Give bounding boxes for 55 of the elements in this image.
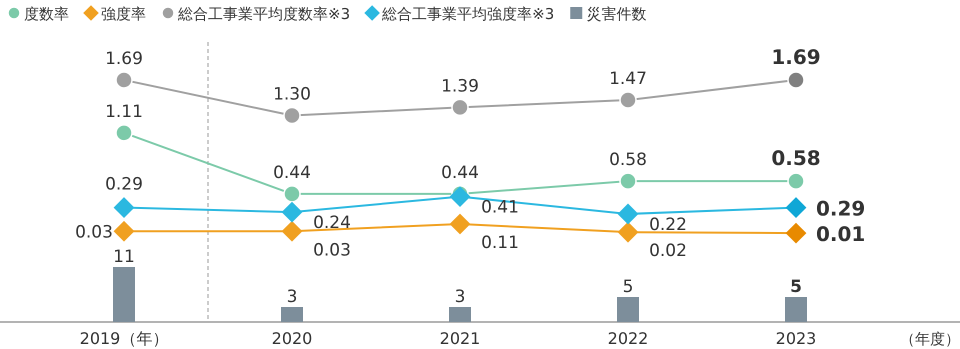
data-label: 3 (454, 287, 466, 307)
point (787, 71, 805, 89)
point (450, 186, 470, 208)
data-label: 1.30 (273, 84, 311, 105)
data-label: 11 (113, 247, 135, 267)
point (786, 222, 806, 244)
data-label: 0.22 (649, 214, 687, 235)
data-label: 0.44 (441, 162, 479, 183)
x-tick-label: 2022 (608, 329, 648, 348)
point (114, 197, 134, 218)
legend-label: 災害件数 (586, 5, 646, 23)
point (115, 71, 133, 89)
data-label: 1.11 (105, 102, 143, 122)
data-label: 0.41 (481, 198, 519, 218)
data-label: 0.44 (273, 162, 311, 183)
data-label: 0.58 (771, 146, 821, 170)
data-label: 0.29 (105, 174, 143, 195)
legend-label: 総合工事業平均強度率※3 (381, 5, 554, 23)
data-label: 5 (790, 277, 802, 297)
x-axis-title: （年度） (900, 330, 960, 348)
legend-label: 総合工事業平均度数率※3 (177, 5, 350, 23)
data-label: 0.02 (649, 241, 687, 262)
data-label: 0.29 (816, 196, 866, 221)
point (115, 124, 133, 142)
x-tick-label: 2019（年） (80, 329, 168, 348)
legend-label: 度数率 (24, 5, 69, 23)
data-label: 0.03 (75, 222, 113, 242)
data-label: 0.03 (313, 240, 351, 260)
data-label: 1.69 (105, 49, 143, 69)
data-label: 1.47 (609, 69, 647, 90)
point (618, 204, 638, 224)
point (619, 172, 637, 190)
data-label: 0.11 (481, 232, 519, 253)
data-label: 0.58 (609, 150, 647, 170)
point (282, 220, 302, 242)
point (787, 172, 805, 190)
legend-label: 強度率 (101, 5, 146, 23)
point (114, 220, 134, 242)
point (283, 185, 301, 203)
data-label: 0.01 (816, 222, 866, 246)
data-label: 1.39 (441, 76, 479, 96)
point (618, 222, 638, 243)
point (282, 202, 302, 223)
point (450, 214, 470, 234)
data-label: 1.69 (771, 45, 821, 69)
point (451, 98, 469, 116)
x-tick-label: 2023 (776, 329, 816, 348)
data-label: 0.24 (313, 213, 351, 234)
x-tick-label: 2020 (272, 329, 312, 348)
x-tick-label: 2021 (440, 329, 480, 348)
data-label: 5 (622, 277, 634, 297)
point (619, 91, 637, 109)
point (786, 197, 806, 218)
data-label: 3 (286, 287, 298, 307)
point (283, 106, 301, 124)
